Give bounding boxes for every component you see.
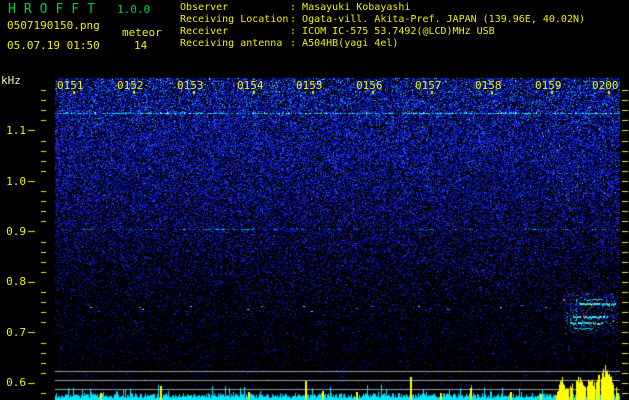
time-label: 0159: [535, 79, 562, 92]
freq-label: 1.1: [6, 124, 26, 137]
freq-label: 0.9: [6, 225, 26, 238]
info-row-colon: :: [290, 26, 303, 37]
info-row-label: Observer: [180, 2, 229, 13]
info-row-value: ICOM IC-575 53.7492(@LCD)MHz USB: [302, 26, 495, 37]
datetime-label: 05.07.19 01:50: [7, 39, 100, 52]
app-title: HROFFT: [8, 2, 103, 17]
time-label: 0156: [356, 79, 383, 92]
time-label: 0200: [592, 79, 619, 92]
time-label: 0158: [475, 79, 502, 92]
time-label: 0154: [237, 79, 264, 92]
receiver-info: Observer: Masayuki Kobayashi Receiving Lo…: [180, 2, 585, 50]
info-row: Receiving Location: Ogata-vill. Akita-Pr…: [180, 14, 585, 26]
info-row: Receiver: ICOM IC-575 53.7492(@LCD)MHz U…: [180, 26, 585, 38]
app-version: 1.0.0: [117, 3, 151, 16]
time-label: 0152: [117, 79, 144, 92]
time-label: 0151: [57, 79, 84, 92]
info-row-label: Receiver: [180, 26, 229, 37]
time-label: 0155: [296, 79, 323, 92]
info-row-colon: :: [290, 38, 303, 49]
info-row: Observer: Masayuki Kobayashi: [180, 2, 585, 14]
freq-label: 0.6: [6, 376, 26, 389]
info-row-value: Ogata-vill. Akita-Pref. JAPAN (139.96E, …: [302, 14, 586, 25]
info-row: Receiving antenna: A504HB(yagi 4el): [180, 38, 585, 50]
info-row-colon: :: [290, 14, 303, 25]
info-row-colon: :: [290, 2, 303, 13]
info-row-value: Masayuki Kobayashi: [302, 2, 411, 13]
time-label: 0153: [177, 79, 204, 92]
output-filename: 0507190150.png: [7, 19, 100, 32]
info-row-label: Receiving Location: [180, 14, 289, 25]
meteor-count: 14: [134, 39, 148, 52]
freq-axis-unit: kHz: [1, 74, 21, 87]
freq-label: 0.7: [6, 326, 26, 339]
freq-label: 0.8: [6, 275, 26, 288]
info-row-label: Receiving antenna: [180, 38, 283, 49]
info-row-value: A504HB(yagi 4el): [302, 38, 399, 49]
time-label: 0157: [415, 79, 442, 92]
mode-label: meteor: [122, 26, 162, 39]
freq-label: 1.0: [6, 175, 26, 188]
